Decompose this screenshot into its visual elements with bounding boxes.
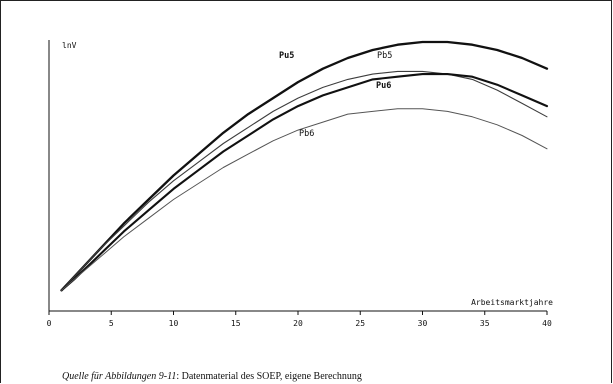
series-line-pb6 [61, 108, 548, 291]
source-note: Quelle für Abbildungen 9-11: Datenmateri… [62, 371, 362, 383]
x-tick-label-2: 10 [169, 319, 179, 328]
series-label-pb6: Pb6 [299, 129, 314, 139]
plot-area: 0 5 10 15 20 25 30 35 40 Pu5 Pb5 Pu6 Pb6 [47, 40, 552, 328]
source-note-prefix: Quelle für Abbildungen 9-11 [62, 371, 177, 382]
x-tick-label-6: 30 [418, 319, 428, 328]
series-label-pb5: Pb5 [377, 51, 392, 61]
series-label-pu6: Pu6 [376, 81, 391, 91]
series-label-pu5: Pu5 [279, 51, 294, 61]
series-line-pu5 [60, 40, 549, 292]
x-tick-label-8: 40 [542, 319, 552, 328]
series-line-pb5 [60, 70, 548, 291]
x-tick-label-7: 35 [480, 319, 490, 328]
x-tick-label-5: 25 [355, 319, 365, 328]
x-tick-label-3: 15 [231, 319, 241, 328]
x-tick-label-1: 5 [109, 319, 114, 328]
x-tick-label-4: 20 [293, 319, 303, 328]
x-axis-title: Arbeitsmarktjahre [471, 298, 553, 307]
series-line-pu6 [60, 73, 549, 292]
y-axis-title: lnV [62, 41, 77, 50]
source-note-text: : Datenmaterial des SOEP, eigene Berechn… [176, 371, 362, 382]
x-tick-label-0: 0 [47, 319, 52, 328]
